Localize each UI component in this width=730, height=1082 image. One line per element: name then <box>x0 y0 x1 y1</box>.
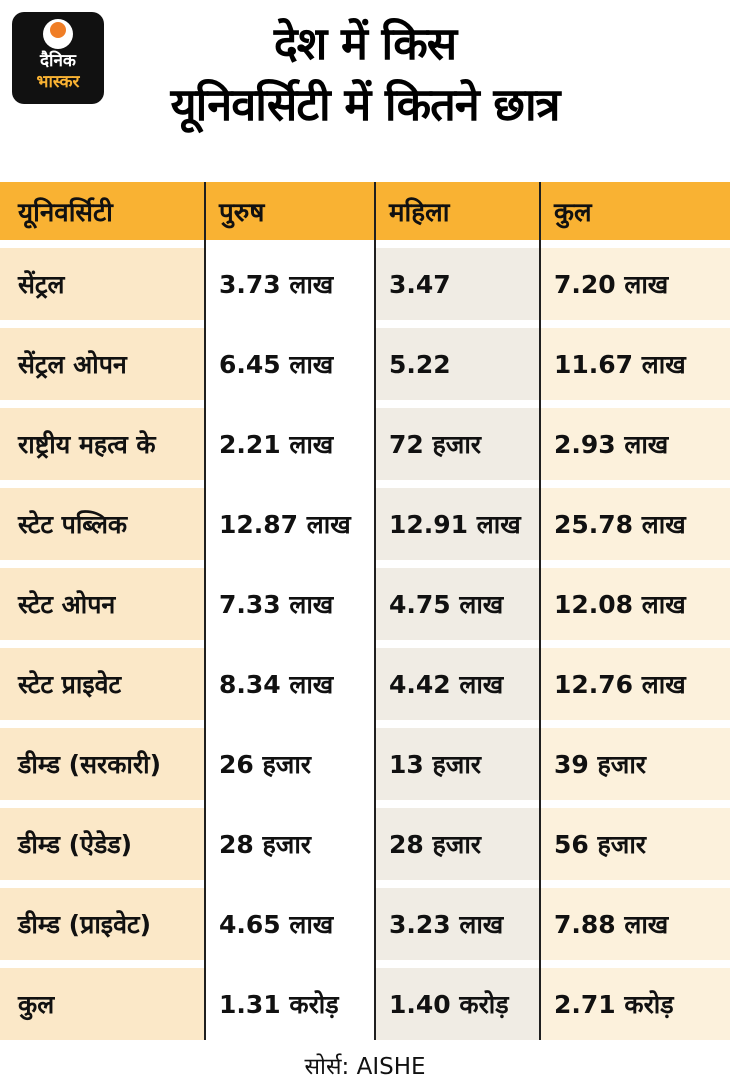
cell-university: स्टेट ओपन <box>0 568 205 640</box>
cell-total: 2.71 करोड़ <box>540 968 730 1040</box>
table-row: सेंट्रल ओपन 6.45 लाख 5.22 11.67 लाख <box>0 328 730 400</box>
table-row: सेंट्रल 3.73 लाख 3.47 7.20 लाख <box>0 248 730 320</box>
header-total: कुल <box>554 198 592 228</box>
dainik-bhaskar-logo: दैनिक भास्कर <box>12 12 104 104</box>
table-row: राष्ट्रीय महत्व के 2.21 लाख 72 हजार 2.93… <box>0 408 730 480</box>
cell-university: डीम्ड (ऐडेड) <box>0 808 205 880</box>
cell-total: 39 हजार <box>540 728 730 800</box>
cell-university: कुल <box>0 968 205 1040</box>
cell-total: 7.20 लाख <box>540 248 730 320</box>
cell-university: सेंट्रल <box>0 248 205 320</box>
cell-total: 11.67 लाख <box>540 328 730 400</box>
source-label: सोर्स: AISHE <box>304 1054 426 1080</box>
table-row: डीम्ड (प्राइवेट) 4.65 लाख 3.23 लाख 7.88 … <box>0 888 730 960</box>
cell-male: 1.31 करोड़ <box>205 968 375 1040</box>
page-title: देश में किस यूनिवर्सिटी में कितने छात्र <box>0 0 730 136</box>
cell-male: 28 हजार <box>205 808 375 880</box>
cell-university: स्टेट पब्लिक <box>0 488 205 560</box>
cell-male: 12.87 लाख <box>205 488 375 560</box>
cell-female: 3.47 <box>375 248 540 320</box>
cell-male: 2.21 लाख <box>205 408 375 480</box>
cell-female: 13 हजार <box>375 728 540 800</box>
table-header-row: यूनिवर्सिटी पुरुष महिला कुल <box>0 182 730 240</box>
cell-total: 25.78 लाख <box>540 488 730 560</box>
cell-university: राष्ट्रीय महत्व के <box>0 408 205 480</box>
table-row: स्टेट पब्लिक 12.87 लाख 12.91 लाख 25.78 ल… <box>0 488 730 560</box>
table-row: डीम्ड (ऐडेड) 28 हजार 28 हजार 56 हजार <box>0 808 730 880</box>
table-row: कुल 1.31 करोड़ 1.40 करोड़ 2.71 करोड़ <box>0 968 730 1040</box>
bhaskar-sun-icon <box>43 19 73 49</box>
header-male: पुरुष <box>219 198 265 228</box>
cell-university: डीम्ड (प्राइवेट) <box>0 888 205 960</box>
cell-female: 28 हजार <box>375 808 540 880</box>
cell-female: 4.75 लाख <box>375 568 540 640</box>
cell-female: 12.91 लाख <box>375 488 540 560</box>
cell-university: सेंट्रल ओपन <box>0 328 205 400</box>
logo-text-line1: दैनिक <box>40 51 76 71</box>
cell-female: 5.22 <box>375 328 540 400</box>
cell-male: 6.45 लाख <box>205 328 375 400</box>
table-row: डीम्ड (सरकारी) 26 हजार 13 हजार 39 हजार <box>0 728 730 800</box>
cell-male: 8.34 लाख <box>205 648 375 720</box>
table-row: स्टेट प्राइवेट 8.34 लाख 4.42 लाख 12.76 ल… <box>0 648 730 720</box>
cell-female: 3.23 लाख <box>375 888 540 960</box>
cell-female: 72 हजार <box>375 408 540 480</box>
column-divider <box>539 182 541 1040</box>
source-footer: सोर्स: AISHE <box>0 1048 730 1082</box>
cell-university: डीम्ड (सरकारी) <box>0 728 205 800</box>
cell-male: 3.73 लाख <box>205 248 375 320</box>
cell-male: 26 हजार <box>205 728 375 800</box>
cell-total: 12.76 लाख <box>540 648 730 720</box>
cell-university: स्टेट प्राइवेट <box>0 648 205 720</box>
cell-total: 12.08 लाख <box>540 568 730 640</box>
cell-total: 2.93 लाख <box>540 408 730 480</box>
cell-male: 4.65 लाख <box>205 888 375 960</box>
column-divider <box>204 182 206 1040</box>
masthead: दैनिक भास्कर देश में किस यूनिवर्सिटी में… <box>0 0 730 182</box>
column-divider <box>374 182 376 1040</box>
cell-total: 56 हजार <box>540 808 730 880</box>
cell-female: 4.42 लाख <box>375 648 540 720</box>
header-female: महिला <box>389 198 450 228</box>
students-table: यूनिवर्सिटी पुरुष महिला कुल सेंट्रल 3.73… <box>0 182 730 1040</box>
header-university: यूनिवर्सिटी <box>18 198 113 228</box>
cell-total: 7.88 लाख <box>540 888 730 960</box>
cell-female: 1.40 करोड़ <box>375 968 540 1040</box>
page-title-line2: यूनिवर्सिटी में कितने छात्र <box>170 77 561 131</box>
page-title-line1: देश में किस <box>273 17 457 70</box>
logo-text-line2: भास्कर <box>36 72 80 93</box>
cell-male: 7.33 लाख <box>205 568 375 640</box>
table-row: स्टेट ओपन 7.33 लाख 4.75 लाख 12.08 लाख <box>0 568 730 640</box>
